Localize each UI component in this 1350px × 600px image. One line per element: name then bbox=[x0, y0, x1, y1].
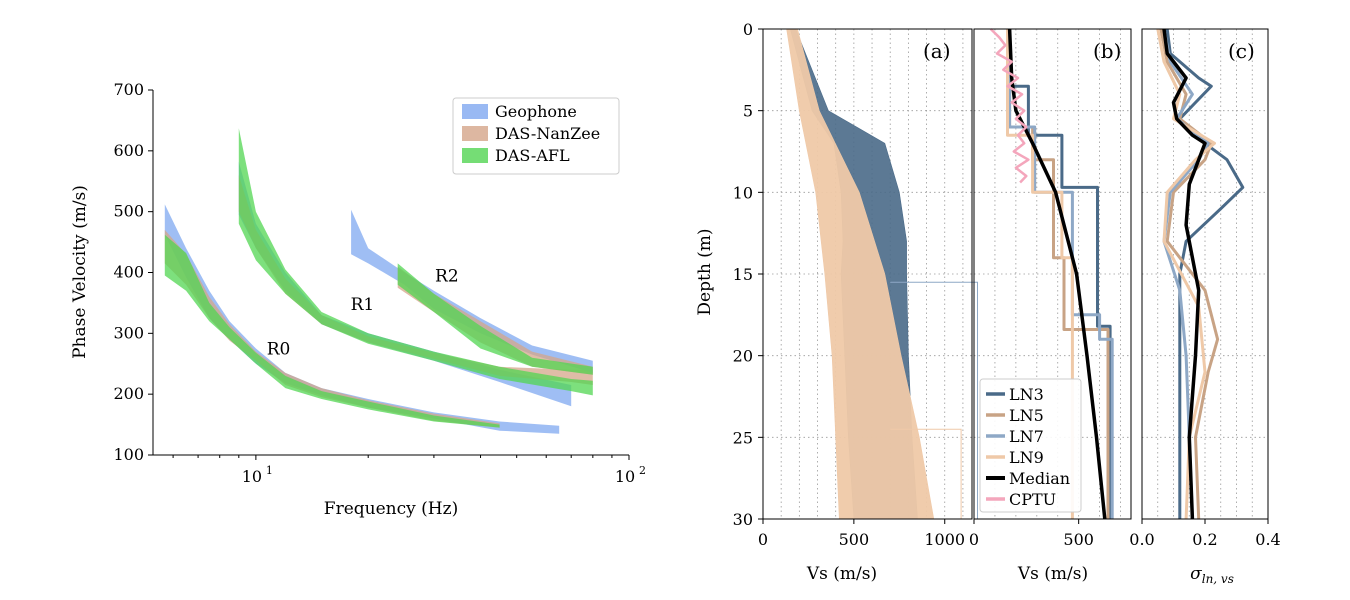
legend-swatch-geophone bbox=[462, 104, 488, 119]
band-geophone-r2 bbox=[351, 209, 593, 373]
panel-a-tag: (a) bbox=[923, 39, 951, 63]
band-das-afl-r0 bbox=[164, 234, 500, 428]
x-tick-label: 10 bbox=[242, 467, 262, 486]
x-tick-label: 0 bbox=[758, 530, 768, 549]
sigma-median bbox=[1162, 28, 1207, 520]
band-das-nanzee-r2 bbox=[397, 266, 593, 375]
mode-label-r1: R1 bbox=[351, 295, 375, 315]
legend-label-median: Median bbox=[1009, 469, 1070, 488]
sigma-ln3 bbox=[1165, 28, 1245, 519]
x-tick-label: 500 bbox=[839, 530, 870, 549]
depth-y-label: Depth (m) bbox=[695, 228, 715, 315]
dispersion-axes: 100 200 300 400 500 600 700 10 1 10 2 bbox=[113, 80, 646, 486]
legend-frame bbox=[452, 97, 620, 175]
x-tick-label: 0 bbox=[969, 530, 979, 549]
legend-label-cptu: CPTU bbox=[1009, 490, 1056, 509]
sigma-symbol: σ bbox=[1190, 564, 1202, 584]
mode-label-r2: R2 bbox=[435, 267, 459, 287]
legend-swatch-das-afl bbox=[462, 148, 488, 163]
panel-c-tag: (c) bbox=[1228, 39, 1255, 63]
legend-swatch-das-nanzee bbox=[462, 126, 488, 141]
dispersion-x-label: Frequency (Hz) bbox=[324, 499, 458, 519]
sigma-ln7 bbox=[1162, 28, 1210, 520]
x-tick-exponent: 2 bbox=[639, 464, 646, 477]
mode-label-r0: R0 bbox=[267, 340, 291, 360]
y-tick-label: 600 bbox=[113, 141, 144, 160]
panel-c-x-label: σln, vs bbox=[1190, 564, 1234, 586]
x-tick-label: 10 bbox=[615, 467, 635, 486]
x-tick-label: 0.4 bbox=[1255, 530, 1280, 549]
panel-frame bbox=[973, 28, 1132, 520]
legend-label-ln7: LN7 bbox=[1009, 427, 1044, 446]
x-tick-label: 1000 bbox=[924, 530, 965, 549]
depth-tick-label: 15 bbox=[733, 265, 753, 284]
profile-cptu bbox=[989, 28, 1030, 184]
legend-label-ln9: LN9 bbox=[1009, 448, 1044, 467]
y-tick-label: 400 bbox=[113, 263, 144, 282]
legend-label-das-afl: DAS-AFL bbox=[495, 146, 570, 165]
panel-b-profiles bbox=[989, 28, 1114, 520]
mode-labels: R0 R1 R2 bbox=[267, 267, 459, 360]
depth-tick-label: 30 bbox=[733, 510, 753, 529]
y-tick-label: 200 bbox=[113, 384, 144, 403]
sigma-ln5 bbox=[1159, 28, 1220, 520]
dispersion-bands bbox=[164, 128, 593, 434]
profile-legend: LN3 LN5 LN7 LN9 Median CPTU bbox=[979, 378, 1082, 513]
band-das-afl-r2 bbox=[397, 263, 593, 375]
legend-label-ln5: LN5 bbox=[1009, 406, 1044, 425]
panel-b-tag: (b) bbox=[1093, 39, 1121, 63]
y-tick-label: 300 bbox=[113, 323, 144, 342]
profile-ln3 bbox=[1007, 29, 1112, 519]
legend-label-das-nanzee: DAS-NanZee bbox=[495, 124, 600, 143]
panel-a-x-label: Vs (m/s) bbox=[806, 564, 877, 584]
x-tick-label: 0.2 bbox=[1192, 530, 1217, 549]
band-das-nanzee-r0 bbox=[164, 229, 500, 428]
sigma-subscript: ln, vs bbox=[1202, 572, 1234, 586]
depth-tick-label: 25 bbox=[733, 428, 753, 447]
dispersion-legend: Geophone DAS-NanZee DAS-AFL bbox=[452, 97, 620, 175]
dispersion-y-label: Phase Velocity (m/s) bbox=[70, 185, 90, 359]
dispersion-chart: 100 200 300 400 500 600 700 10 1 10 2 R0 R1 R2 Frequ… bbox=[70, 80, 646, 519]
panel-c-sigma bbox=[1156, 28, 1245, 520]
outlier-profile-ln9 bbox=[890, 428, 962, 519]
y-tick-label: 100 bbox=[113, 445, 144, 464]
outlier-profile-ln7 bbox=[890, 281, 978, 519]
depth-tick-label: 10 bbox=[733, 183, 753, 202]
x-tick-label: 500 bbox=[1063, 530, 1094, 549]
x-tick-label: 0.0 bbox=[1129, 530, 1154, 549]
depth-tick-label: 0 bbox=[743, 20, 753, 39]
depth-tick-label: 20 bbox=[733, 347, 753, 366]
y-tick-label: 500 bbox=[113, 202, 144, 221]
x-tick-exponent: 1 bbox=[266, 464, 273, 477]
depth-tick-label: 5 bbox=[743, 102, 753, 121]
legend-label-ln3: LN3 bbox=[1009, 385, 1044, 404]
legend-label-geophone: Geophone bbox=[495, 102, 577, 121]
y-tick-label: 700 bbox=[113, 80, 144, 99]
panel-b-x-label: Vs (m/s) bbox=[1017, 564, 1088, 584]
sigma-ln9 bbox=[1156, 28, 1216, 520]
legend-frame bbox=[979, 378, 1082, 513]
